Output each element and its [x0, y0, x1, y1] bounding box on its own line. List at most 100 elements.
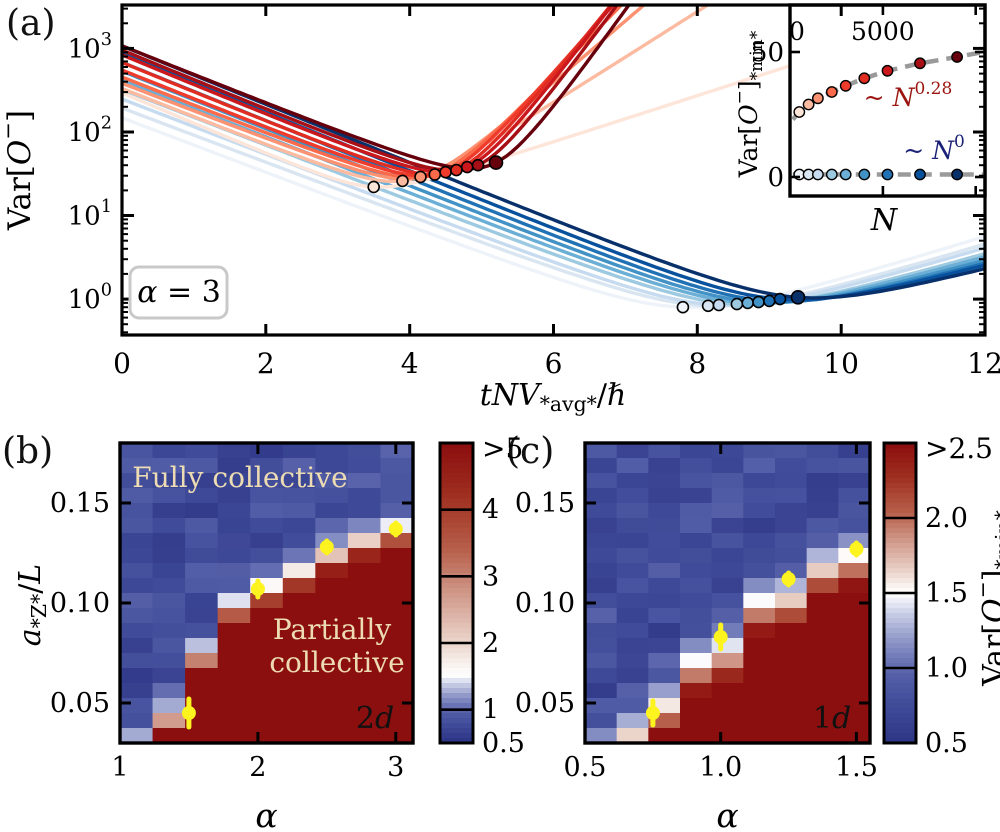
heatmap-cell [806, 608, 840, 624]
heatmap-cell [775, 683, 808, 699]
heatmap-cell [347, 623, 382, 639]
heatmap-cell [315, 623, 349, 639]
heatmap-cell [315, 593, 349, 609]
heatmap-cell [806, 458, 840, 474]
colorbar-gradient [440, 733, 473, 739]
heatmap-cell [250, 638, 284, 654]
heatmap-cell [380, 488, 414, 504]
heatmap-cell [838, 728, 871, 744]
colorbar-gradient [440, 568, 473, 574]
colorbar-gradient [884, 548, 916, 554]
inset-dots [793, 51, 963, 181]
heatmap-cell [380, 473, 414, 489]
y-tick-label: 101 [68, 197, 112, 232]
colorbar-gradient [884, 733, 916, 739]
colorbar-gradient [440, 678, 473, 684]
heatmap-cell [616, 503, 650, 519]
heatmap-cell [120, 638, 154, 654]
heatmap-cell [315, 653, 349, 669]
heatmap-cell [743, 608, 776, 624]
colorbar-gradient [884, 558, 916, 564]
heatmap-cell [315, 578, 349, 594]
colorbar-gradient [440, 538, 473, 544]
heatmap-cell [380, 458, 414, 474]
curve-minimum-dots [367, 155, 806, 314]
heatmap-panel-c: 1d 0.5 1.0 1.5 0.05 0.10 0.15 α [515, 441, 878, 832]
minimum-dot [712, 298, 726, 312]
heatmap-cell [743, 638, 776, 654]
heatmap-cell [585, 653, 618, 669]
heatmap-cell [185, 533, 219, 549]
colorbar-gradient [884, 683, 916, 689]
heatmap-cell [380, 683, 414, 699]
minimum-dot [762, 294, 776, 308]
heatmap-cell [680, 518, 713, 534]
panel-a-ylabel: Var[O−] [0, 110, 38, 231]
heatmap-cell [120, 488, 154, 504]
inset-red-dot [812, 92, 824, 105]
colorbar-gradient [884, 483, 916, 489]
heatmap-cell [120, 548, 154, 564]
heatmap-cell [380, 653, 414, 669]
x-tick-label: 8 [688, 347, 706, 380]
heatmap-cell [282, 623, 317, 639]
inset-xlabel: N [870, 203, 899, 238]
heatmap-cell [711, 593, 745, 609]
colorbar-gradient [884, 698, 916, 704]
heatmap-cell [315, 488, 349, 504]
y-tick-label: 0.05 [515, 688, 575, 719]
heatmap-cell [616, 593, 650, 609]
heatmap-cell [806, 638, 840, 654]
heatmap-cell [616, 728, 650, 744]
heatmap-cell [680, 698, 713, 714]
heatmap-cell [775, 638, 808, 654]
heatmap-cell [250, 473, 284, 489]
heatmap-cell [585, 608, 618, 624]
colorbar-gradient [440, 683, 473, 689]
x-tick-label: 6 [545, 347, 563, 380]
heatmap-cell [282, 728, 317, 744]
heatmap-cell [282, 653, 317, 669]
x-tick-label: 4 [401, 347, 419, 380]
heatmap-cell [250, 533, 284, 549]
colorbar-gradient [884, 493, 916, 499]
colorbar-gradient [884, 503, 916, 509]
colorbar-gradient [884, 588, 916, 594]
heatmap-cell [585, 488, 618, 504]
colorbar-gradient [884, 668, 916, 674]
critical-points [181, 520, 403, 730]
panel-b-label: (b) [2, 431, 54, 472]
heatmap-cell [648, 683, 681, 699]
colorbar-gradient [884, 518, 916, 524]
heatmap-cell [250, 683, 284, 699]
heatmap-cell [152, 563, 186, 579]
heatmap-cell [315, 728, 349, 744]
heatmap-cell [185, 683, 219, 699]
colorbar-gradient [440, 738, 473, 744]
heatmap-cell [838, 713, 871, 729]
heatmap-cell [680, 503, 713, 519]
colorbar-gradient [884, 608, 916, 614]
heatmap-cell [347, 518, 382, 534]
colorbar-gradient [884, 478, 916, 484]
critical-point-marker [645, 706, 660, 720]
colorbar-axis-label: Var[O−]*min* [971, 510, 1000, 687]
inset-red-dot [793, 106, 806, 118]
heatmap-cell [282, 488, 317, 504]
heatmap-cell [711, 713, 745, 729]
colorbar-tick-label: 3 [482, 561, 499, 592]
colorbar-gradient [440, 618, 473, 624]
heatmap-cell [711, 548, 745, 564]
heatmap-cell [806, 593, 840, 609]
heatmap-cell [282, 608, 317, 624]
heatmap-cell [711, 578, 745, 594]
heatmap-cell [680, 653, 713, 669]
heatmap-cell [250, 518, 284, 534]
colorbar-gradient [440, 648, 473, 654]
heatmap-cell [282, 518, 317, 534]
heatmap-cell [315, 608, 349, 624]
heatmap-cell [585, 728, 618, 744]
heatmap-cell [743, 458, 776, 474]
minimum-dot [450, 163, 463, 177]
